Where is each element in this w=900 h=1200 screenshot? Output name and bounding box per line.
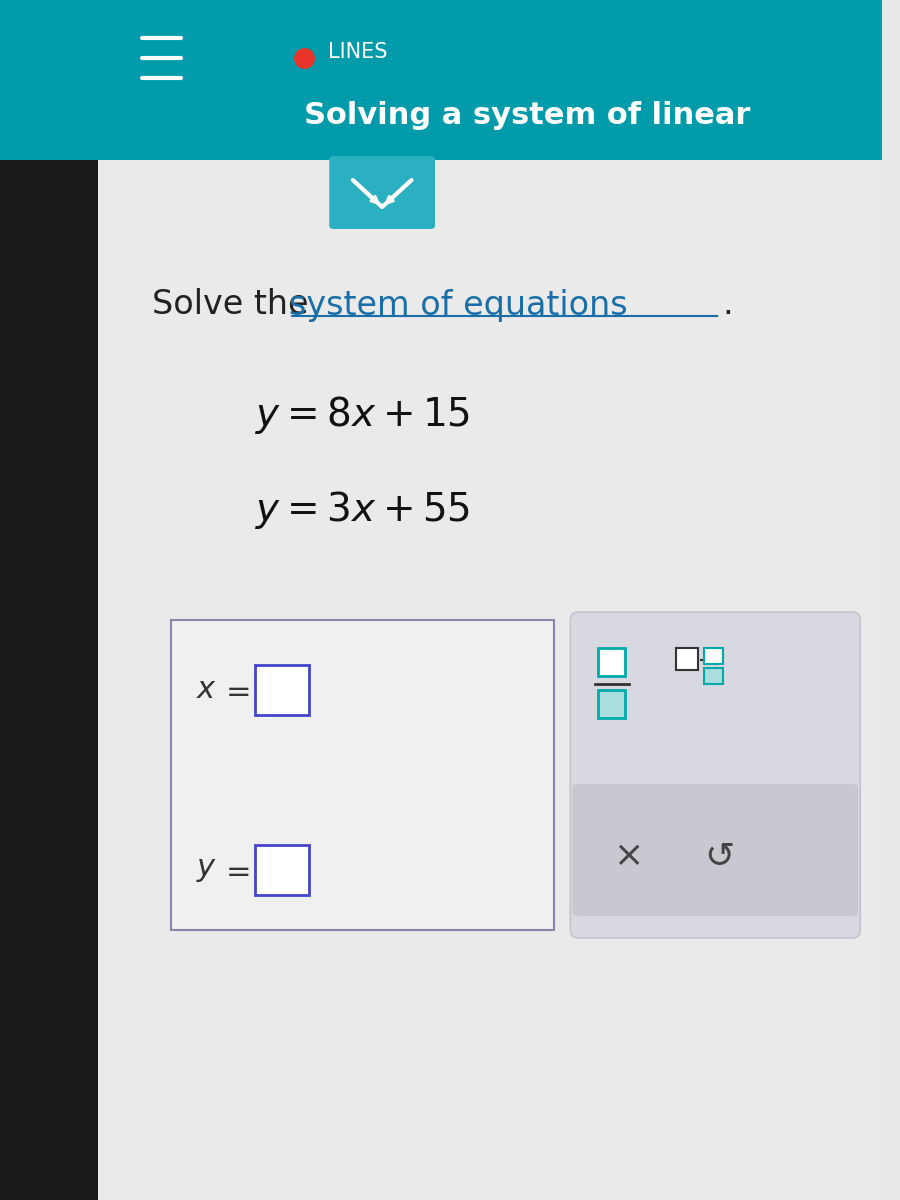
Bar <box>676 648 698 670</box>
Bar <box>704 648 723 664</box>
FancyBboxPatch shape <box>172 620 554 930</box>
Text: Solving a system of linear: Solving a system of linear <box>304 101 779 130</box>
Text: .: . <box>722 288 733 322</box>
Bar <box>704 668 723 684</box>
Text: $y$: $y$ <box>196 856 217 884</box>
Text: $x$: $x$ <box>196 676 217 704</box>
FancyBboxPatch shape <box>255 845 309 895</box>
FancyBboxPatch shape <box>329 156 435 229</box>
Text: $=$: $=$ <box>220 676 251 704</box>
Text: $\circlearrowleft$: $\circlearrowleft$ <box>697 838 734 872</box>
Text: Solve the: Solve the <box>152 288 319 322</box>
Bar <box>0 0 882 160</box>
Text: $=$: $=$ <box>220 856 251 884</box>
Bar <box>598 648 626 676</box>
Text: LINES: LINES <box>328 42 388 62</box>
FancyBboxPatch shape <box>572 784 859 916</box>
Text: system of equations: system of equations <box>289 288 627 322</box>
Bar <box>98 160 882 1200</box>
Bar <box>0 0 98 1200</box>
Bar <box>598 690 626 718</box>
Text: $y = 8x + 15$: $y = 8x + 15$ <box>255 394 470 436</box>
Text: $y = 3x + 55$: $y = 3x + 55$ <box>255 490 470 530</box>
Text: $\times$: $\times$ <box>614 838 641 872</box>
FancyBboxPatch shape <box>571 612 860 938</box>
FancyBboxPatch shape <box>255 665 309 715</box>
